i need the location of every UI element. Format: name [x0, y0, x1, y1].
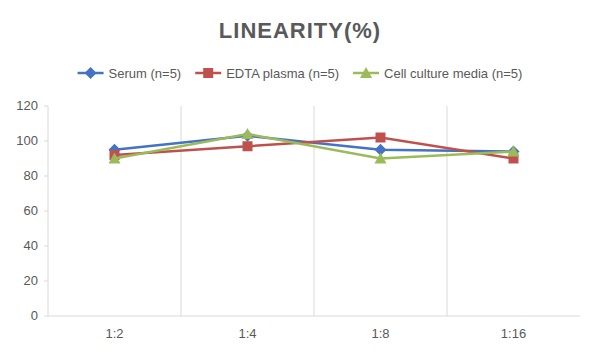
- legend-item: Serum (n=5): [78, 66, 182, 81]
- title: LINEARITY(%): [219, 18, 381, 43]
- category-separator: [314, 106, 315, 316]
- x-tick-label: 1:2: [105, 326, 123, 341]
- x-tick-label: 1:16: [501, 326, 526, 341]
- category-separator: [181, 106, 182, 316]
- y-tick-label: 20: [24, 273, 38, 288]
- y-tick-label: 120: [16, 98, 38, 113]
- y-tick: [44, 141, 48, 142]
- y-tick: [44, 176, 48, 177]
- plot-area: [109, 128, 520, 164]
- background: [0, 0, 600, 361]
- legend-marker: [85, 67, 97, 79]
- y-tick-label: 100: [16, 133, 38, 148]
- y-tick: [44, 316, 48, 317]
- point: [243, 141, 253, 151]
- point: [508, 146, 520, 157]
- point: [376, 133, 386, 143]
- legend-label: EDTA plasma (n=5): [226, 66, 339, 81]
- legend-label: Cell culture media (n=5): [384, 66, 522, 81]
- y-tick-label: 40: [24, 238, 38, 253]
- y-tick: [44, 106, 48, 107]
- y-tick: [44, 281, 48, 282]
- point: [375, 153, 387, 164]
- x-tick-label: 1:4: [238, 326, 256, 341]
- series-line: [115, 134, 514, 159]
- y-tick: [44, 246, 48, 247]
- legend-item: Cell culture media (n=5): [353, 66, 522, 81]
- x-axis: [48, 316, 580, 317]
- point: [109, 153, 121, 164]
- y-tick: [44, 211, 48, 212]
- legend-label: Serum (n=5): [109, 66, 182, 81]
- chart: LINEARITY(%) 0 20 40 60 80 100 120 1:2 1:4 1:8 1:16…: [0, 0, 600, 361]
- y-tick-label: 60: [24, 203, 38, 218]
- legend-marker: [203, 68, 213, 78]
- point: [242, 128, 254, 139]
- legend-item: EDTA plasma (n=5): [195, 66, 339, 81]
- y-tick-label: 80: [24, 168, 38, 183]
- legend: Serum (n=5) EDTA plasma (n=5) Cell culture…: [78, 66, 523, 81]
- category-separator: [447, 106, 448, 316]
- y-axis: [48, 106, 49, 316]
- legend-marker: [360, 67, 372, 78]
- y-tick-label: 0: [31, 308, 38, 323]
- x-tick-label: 1:8: [371, 326, 389, 341]
